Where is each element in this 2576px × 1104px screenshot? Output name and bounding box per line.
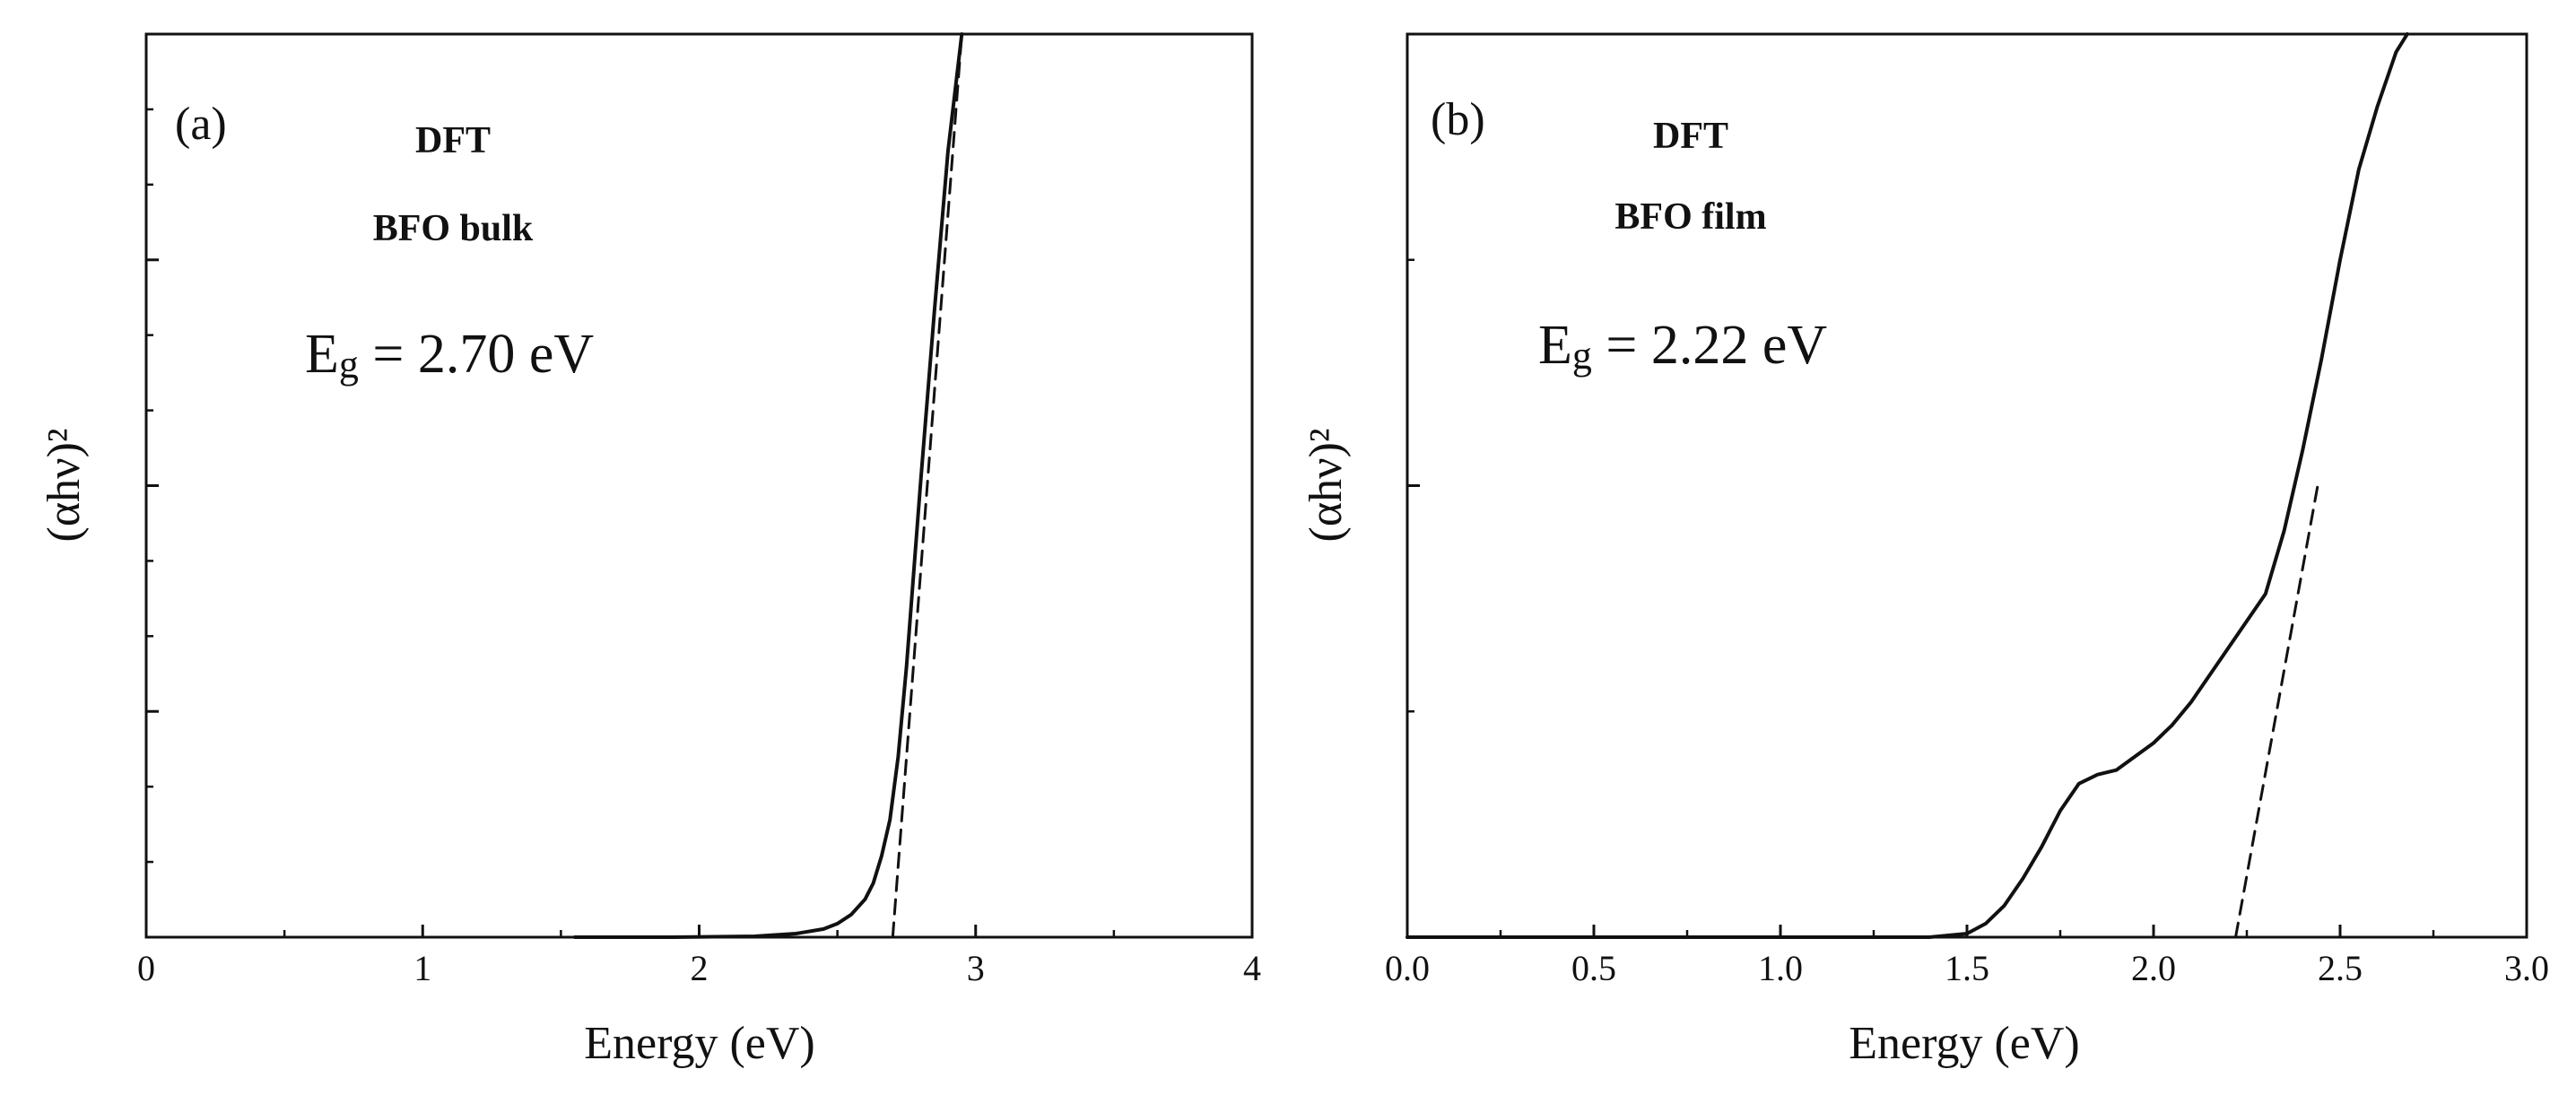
panel-b-chart: 0.0 0.5 1.0 1.5 2.0 2.5 3.0 (b) DFT BFO film E… xyxy=(1301,32,2549,1069)
panel-b-x-tick-label: 2.0 xyxy=(2131,948,2176,988)
panel-a-eg-value: = 2.70 eV xyxy=(359,324,594,385)
panel-a-x-tick-label: 0 xyxy=(137,948,155,988)
panel-b-series xyxy=(1405,32,2409,939)
panel-a-x-ticks: 0 1 2 3 4 xyxy=(137,925,1261,988)
panel-b-y-axis-label: (αhν)² xyxy=(1301,429,1352,543)
panel-b-x-tick-label: 3.0 xyxy=(2504,948,2549,988)
panel-b-eg-subscript: g xyxy=(1572,334,1592,378)
panel-a-eg-subscript: g xyxy=(339,343,359,387)
panel-a-chart: 0 1 2 3 4 (a) DFT BFO bulk Eg = 2.70 eV Ener… xyxy=(39,32,1261,1069)
panel-b-bandgap-label: Eg = 2.22 eV xyxy=(1538,315,1827,378)
panel-a-frame xyxy=(144,32,1254,939)
panel-b-x-ticks: 0.0 0.5 1.0 1.5 2.0 2.5 3.0 xyxy=(1385,925,2549,988)
panel-a-bandgap-label: Eg = 2.70 eV xyxy=(305,324,594,387)
panel-a-x-tick-label: 1 xyxy=(413,948,431,988)
panel-b-annotation-method: DFT xyxy=(1653,116,1728,157)
panel-a-x-tick-label: 3 xyxy=(967,948,985,988)
panel-b-absorption-curve xyxy=(1405,32,2409,939)
panel-b-x-tick-label: 2.5 xyxy=(2318,948,2363,988)
panel-a-x-tick-label: 2 xyxy=(691,948,709,988)
panel-b-y-ticks xyxy=(1407,32,1420,939)
panel-b-x-tick-label: 0.5 xyxy=(1571,948,1616,988)
panel-a-absorption-curve xyxy=(572,32,964,939)
panel-b-x-tick-label: 0.0 xyxy=(1385,948,1430,988)
panel-a-series xyxy=(572,32,964,939)
panel-a-eg-symbol: E xyxy=(305,324,339,385)
panel-a-annotation-method: DFT xyxy=(415,120,491,161)
panel-a-tauc-fit-line xyxy=(891,32,963,939)
panel-b-eg-symbol: E xyxy=(1538,315,1572,376)
panel-b-x-axis-label: Energy (eV) xyxy=(1849,1018,2080,1069)
panel-a-x-tick-label: 4 xyxy=(1243,948,1261,988)
panel-b-x-tick-label: 1.0 xyxy=(1758,948,1803,988)
panel-b-x-tick-label: 1.5 xyxy=(1945,948,1989,988)
panel-a-label: (a) xyxy=(175,99,227,150)
panel-b-annotation-sample: BFO film xyxy=(1614,196,1766,238)
panel-b-label: (b) xyxy=(1431,94,1485,145)
panel-b-eg-value: = 2.22 eV xyxy=(1592,315,1827,376)
panel-b-tauc-fit-line xyxy=(2234,484,2319,939)
panel-a-x-axis-label: Energy (eV) xyxy=(584,1018,815,1069)
panel-a-y-ticks xyxy=(146,32,159,939)
panel-a-annotation-sample: BFO bulk xyxy=(373,208,534,249)
panel-a-y-axis-label: (αhν)² xyxy=(39,429,90,543)
